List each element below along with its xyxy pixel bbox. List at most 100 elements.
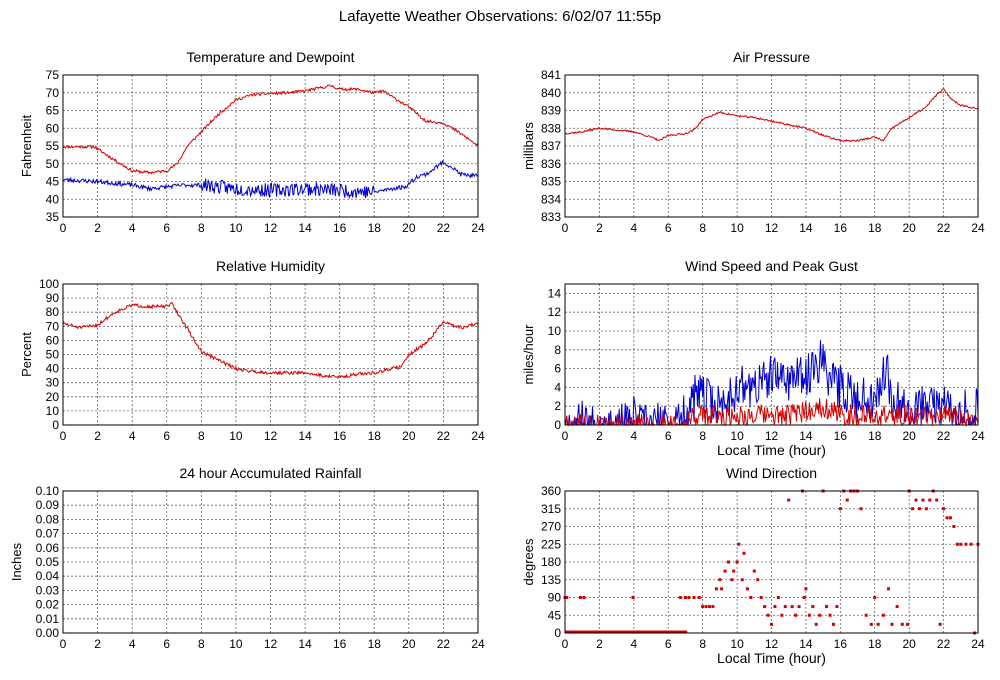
direction-point [742,551,746,555]
series-line-0 [62,301,479,380]
chart-title: Wind Speed and Peak Gust [685,258,858,274]
direction-point [942,507,946,511]
x-tick-label: 2 [596,221,603,235]
y-tick-label: 270 [541,520,561,534]
y-tick-label: 50 [46,348,60,362]
direction-point [935,498,939,502]
direction-point [726,560,730,564]
direction-point [790,605,794,609]
x-tick-label: 16 [333,429,347,443]
direction-point [692,596,696,599]
direction-point [814,622,818,626]
chart-title: Air Pressure [733,49,810,65]
x-tick-label: 12 [765,221,779,235]
y-tick-label: 0.09 [36,498,60,512]
direction-point [811,605,815,609]
direction-point [845,498,849,502]
direction-point [917,507,921,511]
y-tick-label: 0.00 [36,626,60,640]
x-tick-label: 18 [368,221,382,235]
x-tick-label: 18 [868,429,882,443]
y-tick-label: 55 [46,139,60,153]
chart-title: Temperature and Dewpoint [186,49,354,65]
y-tick-label: 837 [541,139,561,153]
y-axis-label: degrees [521,538,536,585]
y-tick-label: 40 [46,362,60,376]
direction-point [776,596,780,599]
x-tick-label: 0 [562,429,569,443]
x-tick-label: 24 [471,637,485,651]
direction-point [752,569,756,573]
y-tick-label: 100 [39,277,59,291]
x-tick-label: 14 [298,637,312,651]
direction-point [831,622,835,626]
x-tick-label: 14 [799,221,813,235]
y-tick-label: 30 [46,376,60,390]
y-tick-label: 836 [541,157,561,171]
direction-point [582,596,586,599]
y-tick-label: 834 [541,192,561,206]
direction-point [718,578,722,582]
direction-point [807,613,811,617]
x-tick-label: 22 [437,221,451,235]
x-tick-label: 6 [163,637,170,651]
direction-point [802,596,806,599]
direction-point [881,613,885,617]
x-tick-label: 2 [94,221,101,235]
x-tick-label: 18 [868,637,882,651]
direction-point [749,596,753,599]
x-tick-label: 4 [630,429,637,443]
direction-point [895,605,899,609]
x-tick-label: 20 [902,221,916,235]
y-tick-label: 80 [46,305,60,319]
direction-point [876,622,880,626]
direction-point [770,622,773,626]
direction-point [704,605,708,609]
y-tick-label: 6 [554,362,561,376]
x-tick-label: 20 [402,637,416,651]
y-tick-label: 0 [554,626,561,640]
x-tick-label: 10 [229,429,243,443]
x-tick-label: 4 [630,221,637,235]
plot-frame [62,283,479,426]
y-tick-label: 0.06 [36,541,60,555]
direction-point [924,507,928,511]
x-tick-label: 16 [333,221,347,235]
y-tick-label: 225 [541,537,561,551]
x-axis-label: Local Time (hour) [717,442,826,458]
direction-point [631,596,635,599]
x-tick-label: 12 [264,221,278,235]
x-tick-label: 0 [60,429,67,443]
y-tick-label: 0.10 [36,484,60,498]
y-tick-label: 835 [541,175,561,189]
page-title: Lafayette Weather Observations: 6/02/07 … [338,8,662,25]
x-tick-label: 6 [665,221,672,235]
y-axis-label: Inches [9,542,24,581]
direction-point [723,569,727,573]
direction-point [794,613,798,617]
direction-point [959,542,963,546]
direction-point [838,507,842,511]
y-tick-label: 12 [548,305,562,319]
x-tick-label: 8 [198,221,205,235]
x-tick-label: 22 [937,637,951,651]
direction-point [835,605,839,609]
x-axis-label: Local Time (hour) [717,650,826,666]
x-tick-label: 16 [834,429,848,443]
direction-point [890,622,894,626]
x-tick-label: 22 [437,429,451,443]
chart-title: 24 hour Accumulated Rainfall [179,465,361,481]
plot-frame [62,490,479,634]
direction-point [804,587,808,591]
direction-point [735,560,739,564]
x-tick-label: 10 [730,637,744,651]
plot-frame [564,490,979,634]
direction-point [780,613,784,617]
plot-frame [564,74,979,218]
y-tick-label: 14 [548,286,562,300]
y-tick-label: 35 [46,210,60,224]
direction-point [938,622,942,626]
y-tick-label: 0.02 [36,598,60,612]
